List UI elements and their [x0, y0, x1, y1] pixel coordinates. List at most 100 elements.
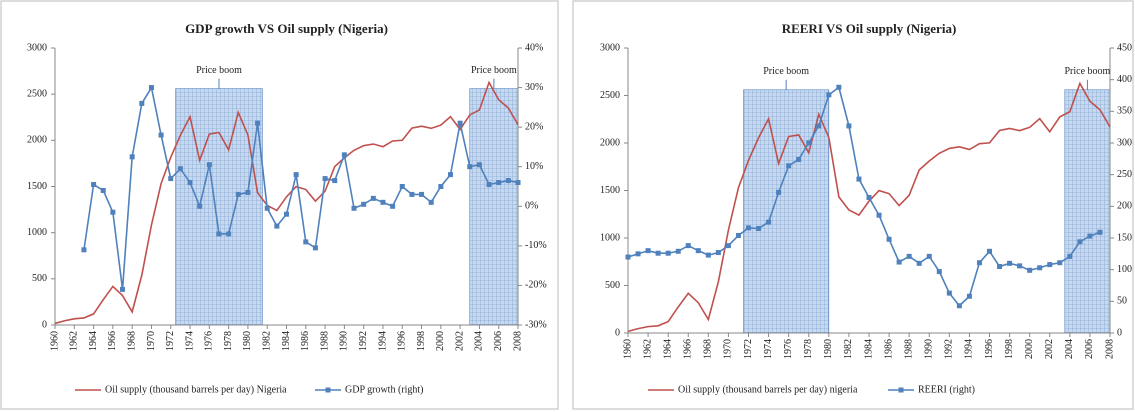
point — [997, 264, 1003, 269]
y2-tick-label: 40% — [525, 42, 543, 53]
point — [926, 253, 932, 259]
point — [675, 248, 681, 254]
annotation: Price boom — [196, 65, 242, 76]
chart-title: GDP growth VS Oil supply (Nigeria) — [185, 21, 388, 36]
point — [987, 248, 992, 254]
point — [916, 260, 922, 266]
point — [746, 225, 751, 231]
point — [1067, 253, 1073, 259]
point — [1097, 229, 1103, 235]
x-tick-label: 1988 — [903, 339, 914, 359]
x-tick-label: 1996 — [397, 331, 408, 351]
point — [486, 182, 492, 188]
point — [906, 253, 912, 259]
x-tick-label: 2008 — [1104, 339, 1115, 359]
point — [197, 203, 203, 209]
point — [896, 259, 902, 265]
point — [936, 269, 942, 275]
x-tick-label: 1978 — [803, 339, 814, 359]
point — [715, 250, 721, 256]
y2-tick-label: 20% — [525, 121, 543, 132]
panel-border — [572, 0, 1134, 410]
point — [284, 211, 289, 217]
x-tick-label: 1986 — [300, 331, 311, 351]
point — [390, 203, 396, 209]
y-tick-label: 1500 — [27, 181, 47, 192]
x-tick-label: 1994 — [964, 339, 975, 359]
point — [1087, 233, 1093, 239]
point — [1077, 239, 1083, 245]
point — [476, 162, 482, 168]
y2-tick-label: 350 — [1117, 106, 1132, 117]
y-tick-label: 1500 — [600, 185, 620, 196]
point — [796, 156, 802, 162]
y-tick-label: 500 — [605, 280, 620, 291]
point — [120, 286, 126, 292]
annotation: Price boom — [1064, 66, 1110, 77]
legend-label: Oil supply (thousand barrels per day) ni… — [678, 384, 858, 395]
point — [303, 239, 309, 245]
x-tick-label: 1988 — [319, 331, 330, 351]
point — [467, 164, 473, 170]
x-tick-label: 2006 — [1084, 339, 1095, 359]
point — [695, 248, 701, 254]
y2-tick-label: 200 — [1117, 201, 1132, 212]
point — [399, 184, 405, 189]
point — [876, 212, 882, 218]
point — [1027, 267, 1033, 273]
series-line — [627, 81, 1111, 333]
x-tick-label: 1976 — [204, 331, 215, 351]
point — [361, 201, 367, 207]
point — [846, 123, 852, 129]
point — [1007, 260, 1013, 266]
point — [457, 120, 463, 126]
legend-label: Oil supply (thousand barrels per day) Ni… — [105, 384, 287, 395]
point — [856, 176, 862, 182]
x-tick-label: 1990 — [339, 331, 350, 351]
point — [158, 132, 164, 138]
x-tick-label: 1984 — [281, 331, 292, 351]
point — [966, 293, 972, 299]
point — [245, 189, 251, 195]
point — [226, 231, 232, 237]
series-line — [83, 85, 519, 290]
y-tick-label: 2000 — [600, 137, 620, 148]
x-tick-label: 1964 — [88, 331, 99, 351]
x-tick-label: 1968 — [703, 339, 714, 359]
point — [685, 243, 691, 249]
point — [447, 172, 453, 178]
panel-border — [0, 0, 559, 410]
shaded-period — [469, 88, 519, 326]
point — [496, 180, 502, 186]
x-tick-label: 1990 — [924, 339, 935, 359]
point — [351, 205, 357, 211]
x-tick-label: 2002 — [454, 331, 465, 351]
x-tick-label: 1986 — [883, 339, 894, 359]
y2-tick-label: 400 — [1117, 74, 1132, 85]
x-tick-label: 1996 — [984, 339, 995, 359]
point — [826, 92, 832, 98]
x-tick-label: 1982 — [843, 339, 854, 359]
point — [946, 290, 952, 296]
point — [322, 176, 328, 182]
point — [725, 243, 731, 249]
point — [332, 178, 338, 184]
point — [100, 187, 106, 193]
legend-label: GDP growth (right) — [345, 384, 424, 395]
point — [255, 120, 261, 126]
point — [370, 195, 376, 201]
x-tick-label: 1962 — [69, 331, 80, 351]
point — [886, 236, 892, 242]
point — [129, 154, 135, 160]
point — [655, 250, 661, 256]
x-tick-label: 1970 — [146, 331, 157, 351]
y-tick-label: 3000 — [600, 42, 620, 53]
series-line — [54, 80, 519, 325]
point — [625, 254, 631, 260]
x-tick-label: 1972 — [165, 331, 176, 351]
y-tick-label: 2000 — [27, 135, 47, 146]
point — [274, 223, 280, 229]
point — [148, 85, 154, 91]
x-tick-label: 1960 — [622, 339, 633, 359]
